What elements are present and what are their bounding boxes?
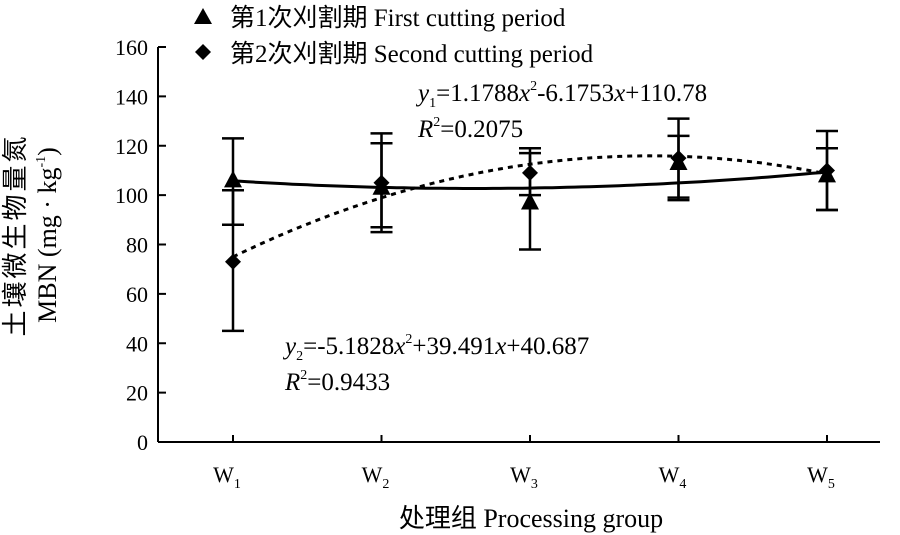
legend-item-first: 第1次刈割期 First cutting period	[194, 4, 566, 32]
diamond-marker	[522, 164, 538, 181]
x-axis: W1 W2 W3 W4 W5	[158, 435, 880, 492]
equation-first: y1=1.1788x2-6.1753x+110.78 R2=0.2075	[415, 79, 707, 143]
y-axis-title: 土壤微生物量氮 MBN (mg · kg-1)	[1, 133, 62, 336]
r2-second: R2=0.9433	[284, 368, 390, 396]
triangle-marker	[521, 192, 539, 210]
diamond-marker	[819, 162, 835, 179]
x-axis-title: 处理组 Processing group	[399, 504, 663, 533]
y-tick-label: 0	[137, 430, 148, 455]
equation-second: y2=-5.1828x2+39.491x+40.687 R2=0.9433	[282, 332, 589, 396]
y-tick-label: 120	[115, 134, 148, 159]
y-tick-label: 140	[115, 84, 148, 109]
y-tick-label: 60	[126, 282, 148, 307]
y-tick-label: 80	[126, 233, 148, 258]
equation-first-line: y1=1.1788x2-6.1753x+110.78	[415, 79, 707, 111]
legend-label-second: 第2次刈割期 Second cutting period	[230, 40, 594, 68]
error-bars	[222, 117, 838, 333]
y-axis: 0 20 40 60 80 100 120 140 160	[115, 35, 166, 455]
triangle-marker	[224, 170, 242, 188]
y-axis-title-line1: 土壤微生物量氮	[1, 133, 30, 336]
y-tick-label: 40	[126, 331, 148, 356]
y-tick-label: 100	[115, 183, 148, 208]
x-tick-label: W1	[213, 462, 241, 492]
diamond-marker	[373, 174, 390, 191]
equation-second-line: y2=-5.1828x2+39.491x+40.687	[282, 332, 589, 364]
y-tick-label: 20	[126, 381, 148, 406]
legend-item-second: 第2次刈割期 Second cutting period	[195, 40, 594, 68]
legend: 第1次刈割期 First cutting period 第2次刈割期 Secon…	[194, 4, 594, 68]
y-tick-label: 160	[115, 35, 148, 60]
legend-label-first: 第1次刈割期 First cutting period	[230, 4, 566, 32]
r2-first: R2=0.2075	[417, 115, 523, 143]
x-tick-label: W2	[362, 462, 390, 492]
diamond-marker	[670, 150, 687, 167]
x-tick-label: W3	[510, 462, 538, 492]
legend-diamond-marker	[195, 44, 211, 60]
data-markers	[224, 150, 836, 270]
diamond-marker	[225, 253, 241, 270]
legend-triangle-marker	[194, 8, 212, 24]
y-axis-title-line2: MBN (mg · kg-1)	[33, 147, 62, 323]
x-tick-label: W4	[659, 462, 687, 492]
x-tick-label: W5	[807, 462, 835, 492]
